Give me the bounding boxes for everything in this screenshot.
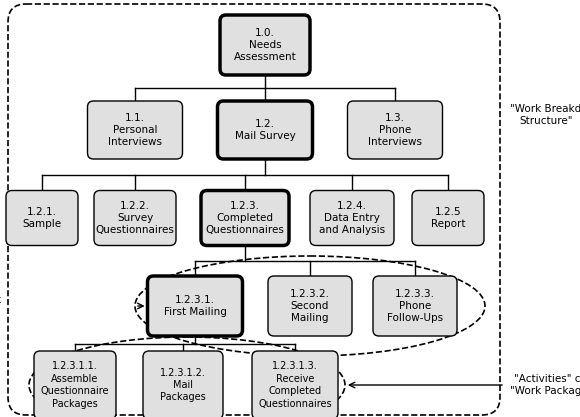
FancyBboxPatch shape <box>412 191 484 246</box>
FancyBboxPatch shape <box>88 101 183 159</box>
Text: 1.2.3.1.
First Mailing: 1.2.3.1. First Mailing <box>164 295 226 317</box>
FancyBboxPatch shape <box>310 191 394 246</box>
Text: 1.2.3.
Completed
Questionnaires: 1.2.3. Completed Questionnaires <box>205 201 284 236</box>
Text: "Activities" comprising
"Work Package" 1.2.3.1.: "Activities" comprising "Work Package" 1… <box>510 374 580 396</box>
Text: 1.2.
Mail Survey: 1.2. Mail Survey <box>235 119 295 141</box>
Text: 1.2.4.
Data Entry
and Analysis: 1.2.4. Data Entry and Analysis <box>319 201 385 236</box>
Text: 1.2.5
Report: 1.2.5 Report <box>431 207 465 229</box>
Text: 1.2.3.3.
Phone
Follow-Ups: 1.2.3.3. Phone Follow-Ups <box>387 289 443 324</box>
Text: 1.2.3.1.3.
Receive
Completed
Questionnaires: 1.2.3.1.3. Receive Completed Questionnai… <box>258 362 332 409</box>
FancyBboxPatch shape <box>143 351 223 417</box>
FancyBboxPatch shape <box>268 276 352 336</box>
FancyBboxPatch shape <box>373 276 457 336</box>
Text: "Work Breakd
Structure": "Work Breakd Structure" <box>510 104 580 126</box>
Text: 1.0.
Needs
Assessment: 1.0. Needs Assessment <box>234 28 296 63</box>
Text: 1.2.3.1.2.
Mail
Packages: 1.2.3.1.2. Mail Packages <box>160 368 206 402</box>
FancyBboxPatch shape <box>94 191 176 246</box>
Text: 1.2.3.1.1.
Assemble
Questionnaire
Packages: 1.2.3.1.1. Assemble Questionnaire Packag… <box>41 362 109 409</box>
FancyBboxPatch shape <box>347 101 443 159</box>
Text: "Work
ages": "Work ages" <box>0 295 1 317</box>
Text: 1.3.
Phone
Interviews: 1.3. Phone Interviews <box>368 113 422 147</box>
FancyBboxPatch shape <box>220 15 310 75</box>
FancyBboxPatch shape <box>147 276 242 336</box>
FancyBboxPatch shape <box>201 191 289 246</box>
FancyBboxPatch shape <box>252 351 338 417</box>
Text: 1.2.3.2.
Second
Mailing: 1.2.3.2. Second Mailing <box>290 289 330 324</box>
Text: 1.2.1.
Sample: 1.2.1. Sample <box>23 207 61 229</box>
FancyBboxPatch shape <box>34 351 116 417</box>
Text: 1.2.2.
Survey
Questionnaires: 1.2.2. Survey Questionnaires <box>96 201 175 236</box>
FancyBboxPatch shape <box>6 191 78 246</box>
FancyBboxPatch shape <box>218 101 313 159</box>
Text: 1.1.
Personal
Interviews: 1.1. Personal Interviews <box>108 113 162 147</box>
